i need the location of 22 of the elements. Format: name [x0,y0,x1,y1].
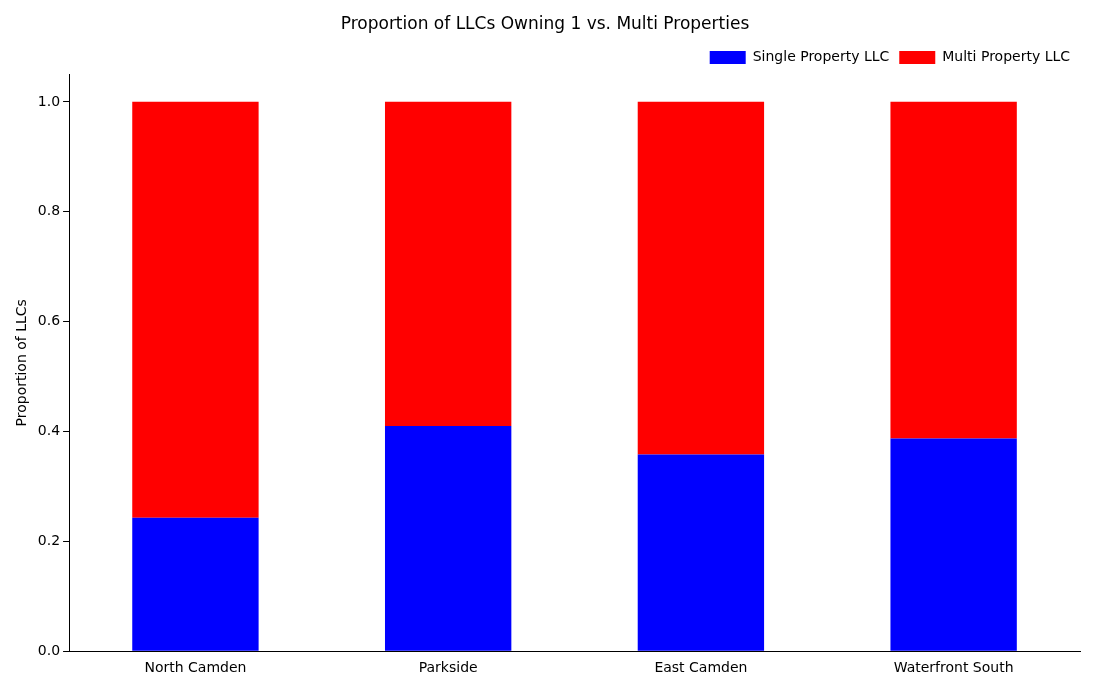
chart-title: Proportion of LLCs Owning 1 vs. Multi Properties [340,12,750,33]
legend-label: Multi Property LLC [942,48,1071,65]
x-tick-label: East Camden [654,659,748,676]
bar [890,101,1017,439]
x-tick-label: Parkside [418,659,478,676]
y-tick-label: 1.0 [37,92,61,109]
y-tick-label: 0.8 [37,202,61,219]
x-tick-label: Waterfront South [893,659,1014,676]
legend-label: Single Property LLC [752,48,890,65]
bar [132,101,259,518]
y-axis-title: Proportion of LLCs [13,299,30,427]
bar [384,101,512,426]
bar [637,454,765,651]
y-tick-label: 0.0 [37,641,61,658]
bar [384,425,512,651]
y-tick-label: 0.4 [37,422,61,439]
bar [890,438,1017,651]
y-tick-label: 0.6 [37,312,61,329]
bar [637,101,765,455]
y-tick-label: 0.2 [37,531,61,548]
bar [132,517,259,651]
x-tick-label: North Camden [144,659,247,676]
